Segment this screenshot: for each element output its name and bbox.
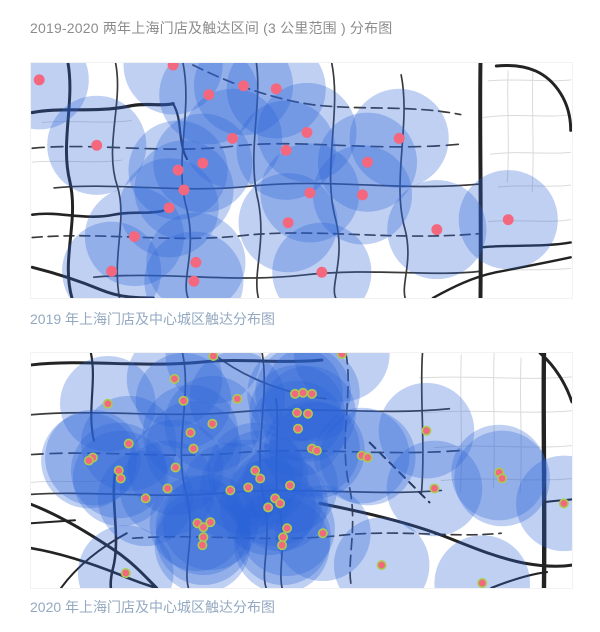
minor-roads bbox=[31, 353, 572, 493]
map-2020-figure bbox=[30, 352, 573, 589]
map-2019-figure bbox=[30, 62, 573, 299]
page-title: 2019-2020 两年上海门店及触达区间 (3 公里范围 ) 分布图 bbox=[30, 20, 393, 36]
map-2019 bbox=[31, 63, 572, 298]
map-2019-caption: 2019 年上海门店及中心城区触达分布图 bbox=[30, 311, 276, 327]
main-roads bbox=[31, 63, 572, 298]
main-roads bbox=[31, 353, 572, 588]
store-dots-2019 bbox=[33, 63, 514, 287]
map-2020 bbox=[31, 353, 572, 588]
article-page: 2019-2020 两年上海门店及触达区间 (3 公里范围 ) 分布图 bbox=[30, 20, 573, 615]
store-dots-2020 bbox=[83, 353, 569, 588]
secondary-roads bbox=[31, 63, 482, 298]
minor-roads bbox=[31, 67, 572, 272]
map-2020-caption: 2020 年上海门店及中心城区触达分布图 bbox=[30, 599, 276, 615]
